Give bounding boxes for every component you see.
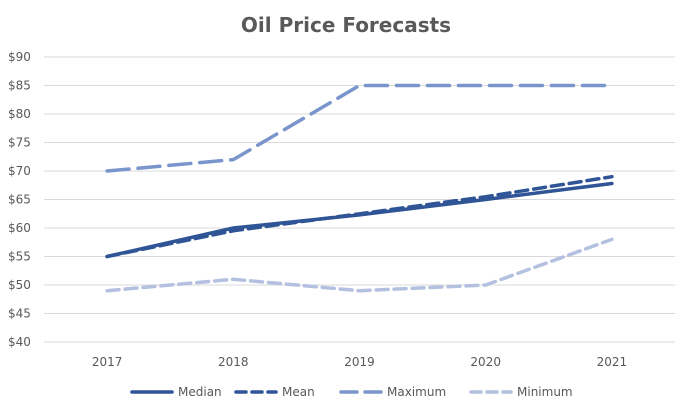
y-tick-label: $80 <box>8 107 31 121</box>
x-tick-label: 2017 <box>92 355 123 369</box>
y-tick-label: $85 <box>8 79 31 93</box>
series-line-minimum <box>105 237 614 293</box>
y-tick-label: $65 <box>8 193 31 207</box>
y-tick-label: $40 <box>8 335 31 349</box>
x-axis-ticks: 2017 2018 2019 2020 2021 <box>92 355 627 369</box>
y-tick-label: $75 <box>8 136 31 150</box>
legend-label-mean: Mean <box>282 385 315 399</box>
x-tick-label: 2020 <box>470 355 501 369</box>
legend-label-minimum: Minimum <box>517 385 573 399</box>
gridlines <box>44 56 675 343</box>
y-axis-ticks: $40 $45 $50 $55 $60 $65 $70 $75 $80 $85 $90 <box>8 50 31 349</box>
x-tick-label: 2018 <box>218 355 249 369</box>
chart-title: Oil Price Forecasts <box>241 13 451 37</box>
x-tick-label: 2019 <box>344 355 375 369</box>
legend: Median Mean Maximum Minimum <box>130 385 573 399</box>
series-line-maximum <box>105 83 614 173</box>
series-line-median <box>105 181 614 259</box>
legend-label-median: Median <box>178 385 222 399</box>
legend-label-maximum: Maximum <box>387 385 446 399</box>
y-tick-label: $60 <box>8 221 31 235</box>
y-tick-label: $70 <box>8 164 31 178</box>
series-lines <box>105 83 614 293</box>
y-tick-label: $45 <box>8 307 31 321</box>
y-tick-label: $90 <box>8 50 31 64</box>
y-tick-label: $50 <box>8 278 31 292</box>
y-tick-label: $55 <box>8 250 31 264</box>
x-tick-label: 2021 <box>597 355 628 369</box>
